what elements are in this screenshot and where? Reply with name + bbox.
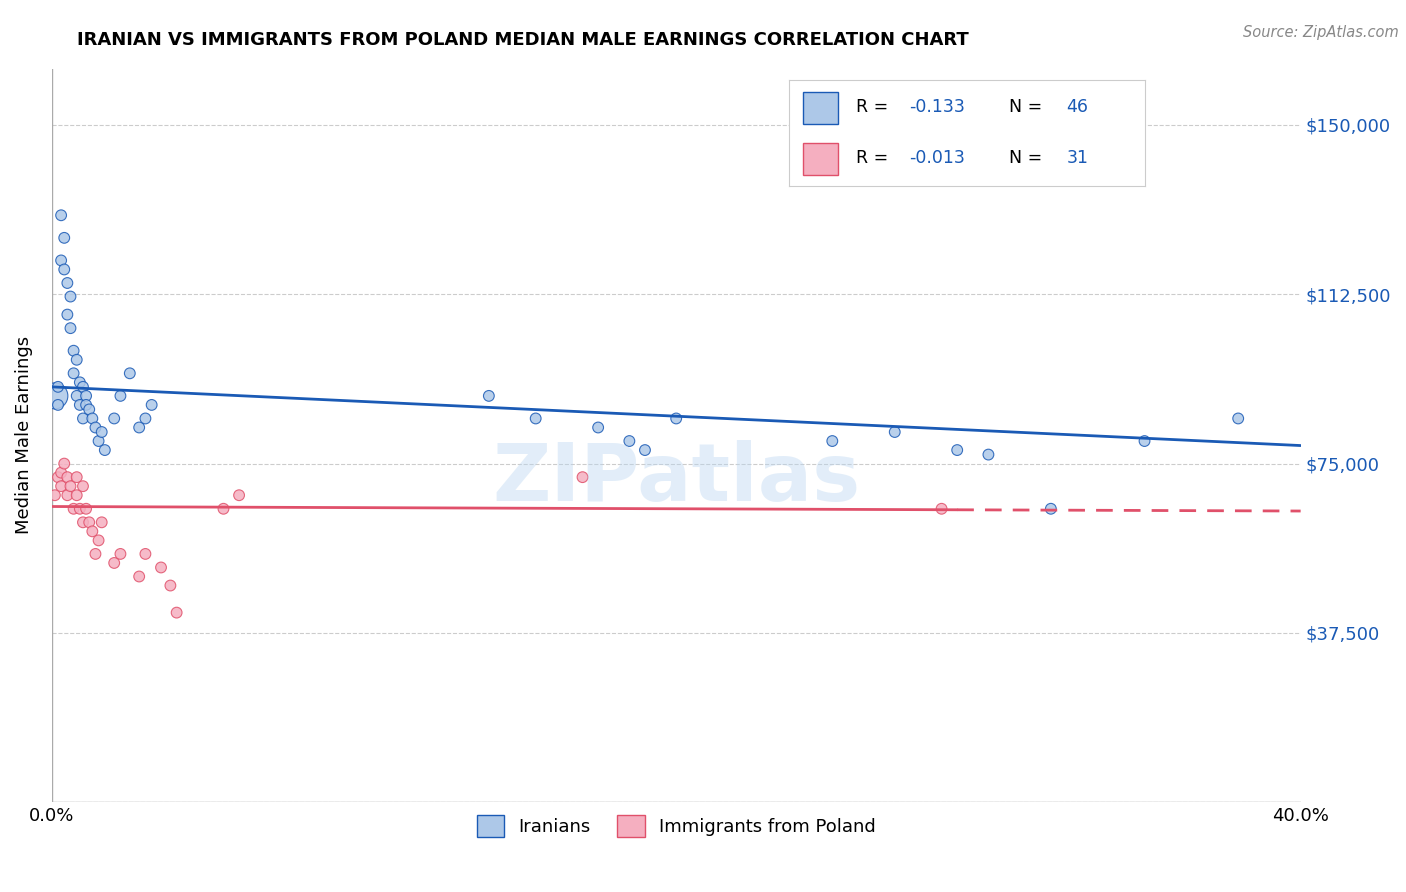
Point bbox=[228, 488, 250, 502]
Point bbox=[46, 380, 69, 394]
Point bbox=[49, 253, 72, 268]
Point bbox=[56, 470, 79, 484]
Point bbox=[87, 533, 110, 548]
Point bbox=[94, 443, 117, 458]
Point bbox=[586, 420, 609, 434]
Point bbox=[571, 470, 593, 484]
Point bbox=[69, 501, 91, 516]
Point bbox=[66, 352, 89, 367]
Point bbox=[77, 402, 100, 417]
Point bbox=[72, 380, 94, 394]
Point bbox=[166, 606, 188, 620]
Point bbox=[49, 466, 72, 480]
Point bbox=[103, 556, 125, 570]
Text: ZIPatlas: ZIPatlas bbox=[492, 441, 860, 518]
Point bbox=[87, 434, 110, 448]
Point bbox=[478, 389, 501, 403]
Point bbox=[128, 420, 150, 434]
Point bbox=[59, 321, 82, 335]
Point bbox=[84, 420, 107, 434]
Point bbox=[75, 398, 97, 412]
Point bbox=[931, 501, 953, 516]
Point bbox=[69, 398, 91, 412]
Point bbox=[56, 488, 79, 502]
Point bbox=[134, 411, 156, 425]
Point bbox=[72, 479, 94, 493]
Point bbox=[103, 411, 125, 425]
Point bbox=[619, 434, 641, 448]
Point bbox=[110, 389, 132, 403]
Point bbox=[128, 569, 150, 583]
Point bbox=[66, 389, 89, 403]
Point bbox=[1133, 434, 1156, 448]
Point bbox=[62, 343, 84, 358]
Point bbox=[946, 443, 969, 458]
Point bbox=[44, 488, 66, 502]
Point bbox=[59, 289, 82, 303]
Point bbox=[524, 411, 547, 425]
Point bbox=[212, 501, 235, 516]
Point bbox=[44, 389, 66, 403]
Point bbox=[977, 448, 1000, 462]
Point bbox=[56, 276, 79, 290]
Point bbox=[159, 578, 181, 592]
Point bbox=[53, 262, 76, 277]
Point bbox=[118, 367, 141, 381]
Point bbox=[90, 425, 112, 439]
Point bbox=[75, 501, 97, 516]
Point bbox=[53, 457, 76, 471]
Point bbox=[46, 398, 69, 412]
Point bbox=[66, 488, 89, 502]
Point bbox=[46, 470, 69, 484]
Point bbox=[82, 524, 104, 539]
Point bbox=[1039, 501, 1062, 516]
Y-axis label: Median Male Earnings: Median Male Earnings bbox=[15, 336, 32, 534]
Point bbox=[75, 389, 97, 403]
Point bbox=[110, 547, 132, 561]
Point bbox=[84, 547, 107, 561]
Point bbox=[49, 479, 72, 493]
Point bbox=[62, 501, 84, 516]
Point bbox=[69, 376, 91, 390]
Point bbox=[72, 516, 94, 530]
Legend: Iranians, Immigrants from Poland: Iranians, Immigrants from Poland bbox=[470, 808, 883, 845]
Point bbox=[53, 231, 76, 245]
Point bbox=[56, 308, 79, 322]
Point bbox=[90, 516, 112, 530]
Point bbox=[72, 411, 94, 425]
Text: IRANIAN VS IMMIGRANTS FROM POLAND MEDIAN MALE EARNINGS CORRELATION CHART: IRANIAN VS IMMIGRANTS FROM POLAND MEDIAN… bbox=[77, 31, 969, 49]
Point bbox=[883, 425, 905, 439]
Point bbox=[1227, 411, 1250, 425]
Point bbox=[49, 208, 72, 222]
Point bbox=[62, 367, 84, 381]
Point bbox=[59, 479, 82, 493]
Point bbox=[634, 443, 657, 458]
Text: Source: ZipAtlas.com: Source: ZipAtlas.com bbox=[1243, 25, 1399, 40]
Point bbox=[66, 470, 89, 484]
Point bbox=[821, 434, 844, 448]
Point bbox=[134, 547, 156, 561]
Point bbox=[665, 411, 688, 425]
Point bbox=[141, 398, 163, 412]
Point bbox=[82, 411, 104, 425]
Point bbox=[150, 560, 173, 574]
Point bbox=[77, 516, 100, 530]
